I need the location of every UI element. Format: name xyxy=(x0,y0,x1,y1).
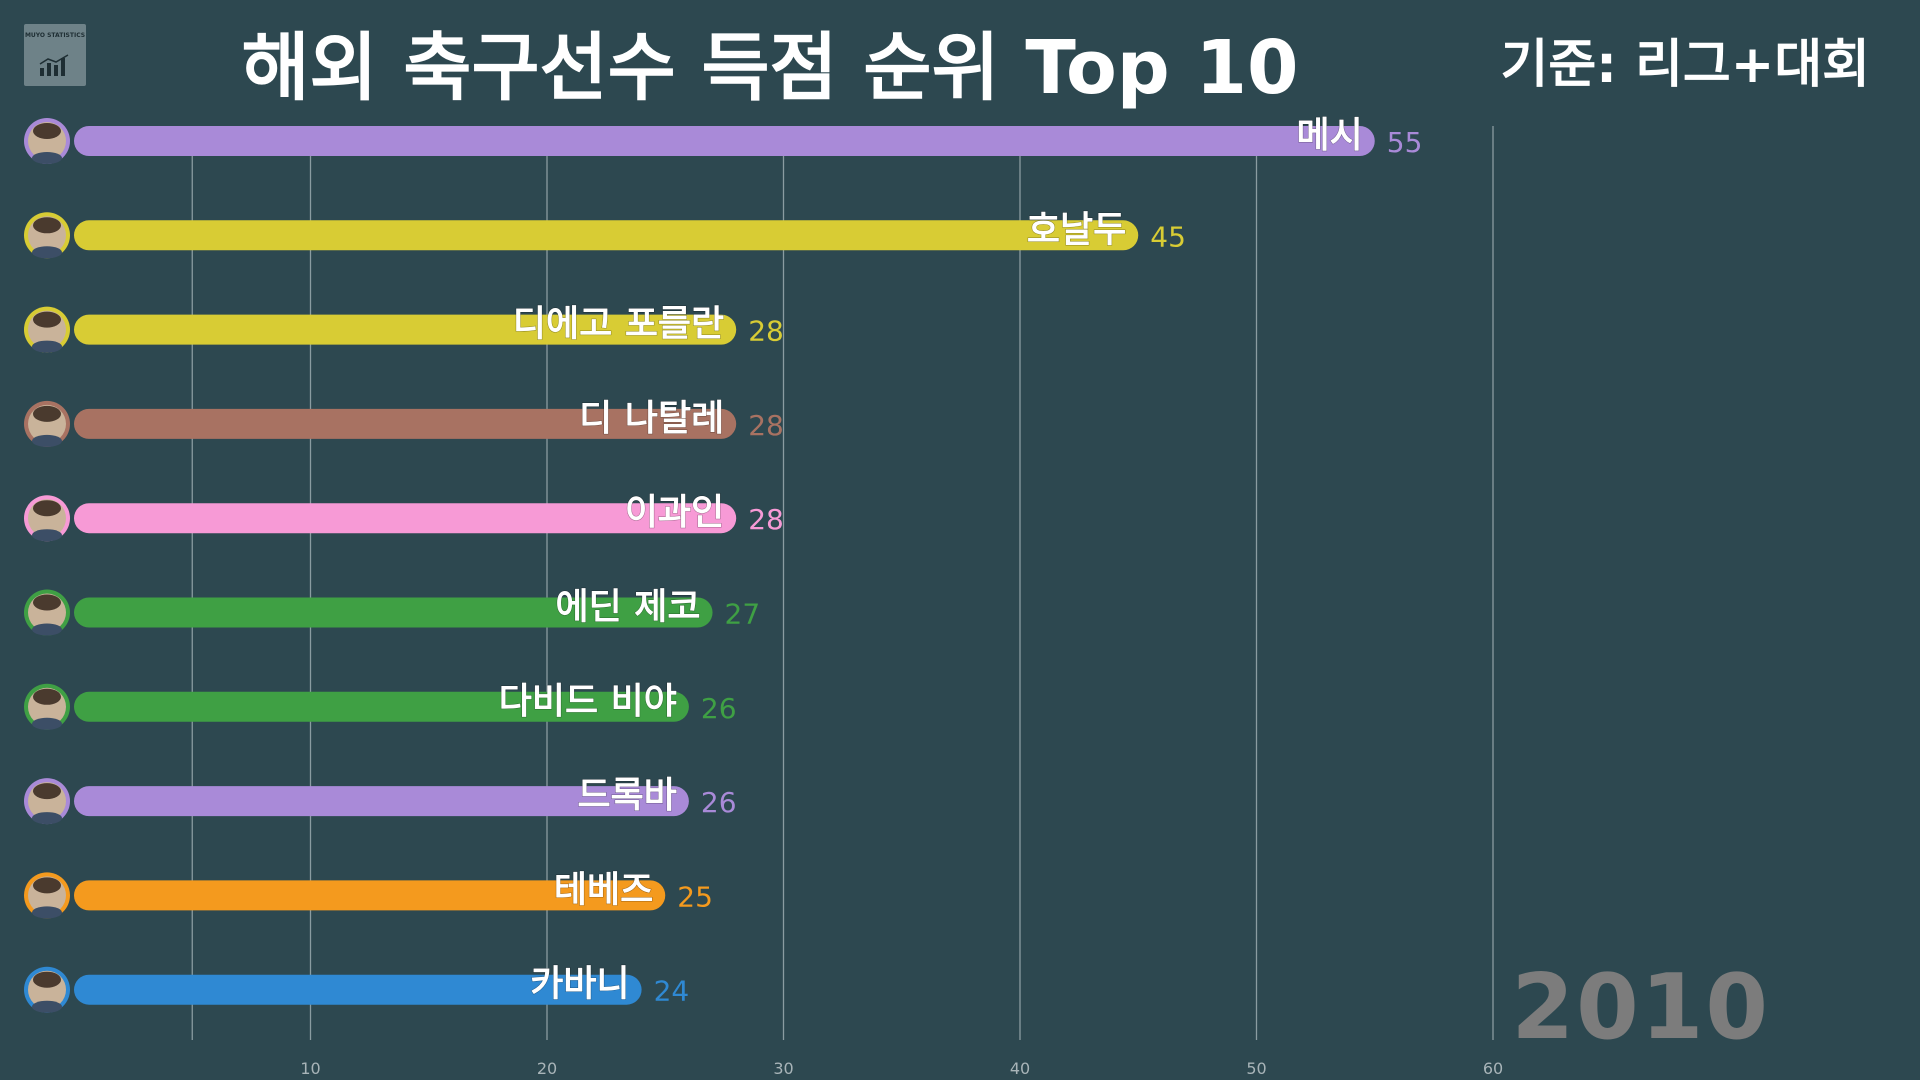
bar-name-label: 드록바 xyxy=(578,775,677,816)
player-avatar-hair xyxy=(33,783,61,800)
bar-name-label: 메시 xyxy=(1297,115,1363,156)
x-tick-label: 30 xyxy=(773,1059,793,1078)
player-avatar-shirt xyxy=(32,434,62,447)
player-avatar-shirt xyxy=(32,623,62,636)
bar xyxy=(74,974,642,1005)
player-avatar-hair xyxy=(33,217,61,234)
channel-logo: MUYO STATISTICS xyxy=(24,24,86,86)
bar-name-label: 테베즈 xyxy=(554,869,653,910)
bar-value-label: 24 xyxy=(654,975,690,1008)
bar xyxy=(74,126,1375,156)
bar-value-label: 28 xyxy=(748,315,784,348)
bar-name-label: 다비드 비야 xyxy=(499,681,677,722)
player-avatar-shirt xyxy=(32,717,62,730)
player-avatar-hair xyxy=(33,971,61,988)
bar-value-label: 27 xyxy=(725,598,761,631)
bar-chart-icon xyxy=(39,54,69,76)
player-avatar-hair xyxy=(33,311,61,328)
player-avatar-shirt xyxy=(32,246,62,259)
player-avatar-shirt xyxy=(32,906,62,919)
bar xyxy=(74,597,713,628)
player-avatar-shirt xyxy=(32,812,62,825)
year-label: 2010 xyxy=(1511,955,1770,1060)
bar xyxy=(74,503,737,534)
bar-value-label: 26 xyxy=(701,692,737,725)
bar-name-label: 디에고 포를란 xyxy=(513,304,724,345)
player-avatar-shirt xyxy=(32,152,62,164)
player-avatar-shirt xyxy=(32,1000,62,1013)
player-avatar-shirt xyxy=(32,340,62,353)
bar-name-label: 카바니 xyxy=(530,964,629,1005)
player-avatar-hair xyxy=(33,594,61,611)
x-tick-label: 50 xyxy=(1246,1059,1266,1078)
bar-name-label: 에딘 제코 xyxy=(556,587,701,628)
chart-title: 해외 축구선수 득점 순위 Top 10 xyxy=(241,25,1299,111)
player-avatar-hair xyxy=(33,123,61,139)
bar-name-label: 이과인 xyxy=(625,492,724,533)
basis-label: 기준: 리그+대회 xyxy=(1500,35,1870,95)
x-tick-label: 10 xyxy=(300,1059,320,1078)
bar-value-label: 26 xyxy=(701,786,737,819)
x-tick-label: 40 xyxy=(1010,1059,1030,1078)
bar-value-label: 45 xyxy=(1150,220,1186,253)
bar xyxy=(74,408,737,439)
bar xyxy=(74,314,737,345)
bar-value-label: 55 xyxy=(1387,126,1423,159)
bar-value-label: 25 xyxy=(677,880,713,913)
bar xyxy=(74,880,666,911)
player-avatar-shirt xyxy=(32,529,62,542)
player-avatar-hair xyxy=(33,688,61,705)
player-avatar-hair xyxy=(33,405,61,422)
bar-name-label: 디 나탈레 xyxy=(579,398,724,439)
bar xyxy=(74,691,689,722)
bar-value-label: 28 xyxy=(748,409,784,442)
bar xyxy=(74,786,689,817)
player-avatar-hair xyxy=(33,877,61,894)
logo-text: MUYO STATISTICS xyxy=(24,32,86,39)
bar xyxy=(74,220,1139,251)
x-tick-label: 60 xyxy=(1483,1059,1503,1078)
player-avatar-hair xyxy=(33,500,61,517)
bar-name-label: 호날두 xyxy=(1027,209,1126,250)
x-tick-label: 20 xyxy=(537,1059,557,1078)
bar-value-label: 28 xyxy=(748,503,784,536)
